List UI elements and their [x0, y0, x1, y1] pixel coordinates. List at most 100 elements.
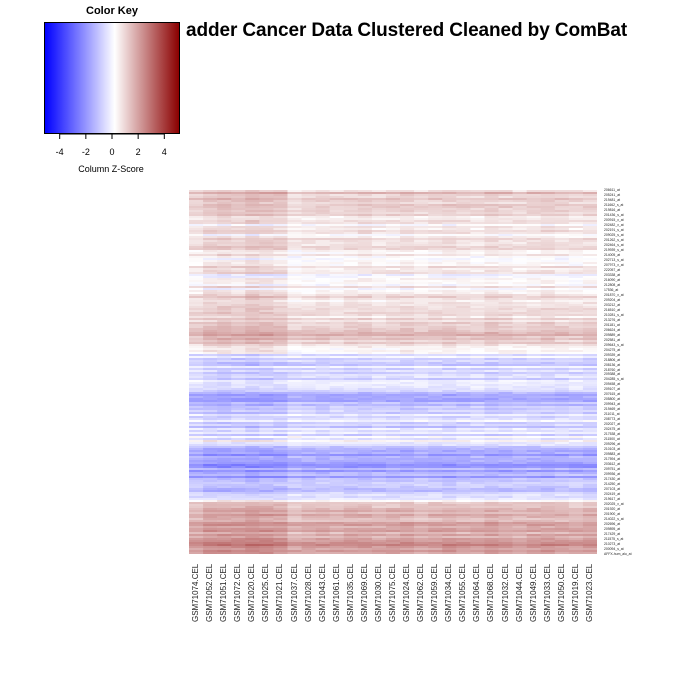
heatmap-cell — [231, 268, 246, 271]
heatmap-cell — [203, 254, 218, 257]
heatmap-cell — [343, 506, 359, 509]
heatmap-cell — [385, 236, 401, 239]
heatmap-cell — [273, 368, 288, 371]
heatmap-cell — [582, 280, 597, 283]
heatmap-cell — [484, 248, 499, 251]
heatmap-cell — [428, 386, 443, 389]
heatmap-cell — [357, 472, 373, 475]
heatmap-cell — [301, 454, 316, 457]
heatmap-cell — [512, 264, 527, 267]
heatmap-cell — [526, 264, 542, 267]
heatmap-cell — [329, 476, 345, 479]
heatmap-cell — [315, 266, 330, 269]
heatmap-cell — [217, 468, 232, 471]
heatmap-cell — [540, 440, 556, 443]
heatmap-cell — [287, 344, 302, 347]
heatmap-cell — [315, 222, 330, 225]
heatmap-cell — [357, 192, 373, 195]
heatmap-cell — [343, 408, 359, 411]
heatmap-cell — [456, 326, 471, 329]
heatmap-cell — [470, 470, 485, 473]
heatmap-cell — [343, 328, 359, 331]
heatmap-cell — [498, 288, 513, 291]
heatmap-cell — [371, 410, 387, 413]
heatmap-cell — [442, 406, 457, 409]
heatmap-cell — [203, 500, 218, 503]
heatmap-cell — [385, 284, 401, 287]
heatmap-cell — [568, 230, 584, 233]
heatmap-cell — [273, 470, 288, 473]
heatmap-cell — [217, 414, 232, 417]
heatmap-cell — [456, 446, 471, 449]
heatmap-cell — [259, 376, 274, 379]
heatmap-cell — [357, 526, 373, 529]
heatmap-cell — [498, 496, 513, 499]
heatmap-cell — [470, 454, 485, 457]
heatmap-cell — [498, 364, 513, 367]
heatmap-cell — [203, 196, 218, 199]
heatmap-cell — [526, 474, 542, 477]
heatmap-cell — [526, 218, 542, 221]
heatmap-cell — [259, 372, 274, 375]
heatmap-cell — [582, 472, 597, 475]
heatmap-cell — [442, 314, 457, 317]
heatmap-cell — [385, 358, 401, 361]
heatmap-cell — [217, 500, 232, 503]
heatmap-cell — [301, 272, 316, 275]
heatmap-cell — [245, 408, 260, 411]
heatmap-cell — [582, 518, 597, 521]
heatmap-cell — [498, 510, 513, 513]
heatmap-cell — [540, 230, 556, 233]
heatmap-cell — [245, 386, 260, 389]
heatmap-cell — [526, 504, 542, 507]
heatmap-cell — [189, 422, 204, 425]
heatmap-cell — [385, 384, 401, 387]
heatmap-cell — [287, 448, 302, 451]
heatmap-cell — [442, 318, 457, 321]
heatmap-cell — [301, 326, 316, 329]
heatmap-cell — [470, 258, 485, 261]
heatmap-cell — [189, 328, 204, 331]
heatmap-cell — [259, 218, 274, 221]
heatmap-cell — [343, 410, 359, 413]
heatmap-cell — [428, 296, 443, 299]
heatmap-cell — [400, 204, 415, 207]
heatmap-cell — [526, 200, 542, 203]
heatmap-cell — [231, 360, 246, 363]
heatmap-cell — [217, 304, 232, 307]
heatmap-cell — [385, 302, 401, 305]
heatmap-cell — [329, 532, 345, 535]
heatmap-cell — [329, 212, 345, 215]
heatmap-cell — [540, 452, 556, 455]
heatmap-cell — [568, 292, 584, 295]
heatmap-cell — [315, 192, 330, 195]
heatmap-cell — [540, 308, 556, 311]
heatmap-cell — [484, 484, 499, 487]
heatmap-cell — [301, 360, 316, 363]
heatmap-cell — [385, 428, 401, 431]
heatmap-cell — [329, 194, 345, 197]
heatmap-cell — [484, 446, 499, 449]
heatmap-cell — [456, 524, 471, 527]
heatmap-cell — [582, 404, 597, 407]
heatmap-cell — [428, 464, 443, 467]
heatmap-cell — [484, 428, 499, 431]
heatmap-cell — [400, 348, 415, 351]
heatmap-cell — [428, 212, 443, 215]
heatmap-cell — [371, 306, 387, 309]
heatmap-cell — [400, 436, 415, 439]
heatmap-cell — [301, 498, 316, 501]
heatmap-cell — [568, 522, 584, 525]
heatmap-cell — [470, 328, 485, 331]
heatmap-cell — [357, 462, 373, 465]
heatmap-cell — [273, 330, 288, 333]
heatmap-cell — [231, 246, 246, 249]
heatmap-cell — [189, 360, 204, 363]
heatmap-cell — [287, 452, 302, 455]
heatmap-cell — [329, 432, 345, 435]
heatmap-cell — [273, 194, 288, 197]
heatmap-cell — [526, 402, 542, 405]
heatmap-cell — [343, 288, 359, 291]
heatmap-cell — [217, 318, 232, 321]
heatmap-cell — [470, 508, 485, 511]
